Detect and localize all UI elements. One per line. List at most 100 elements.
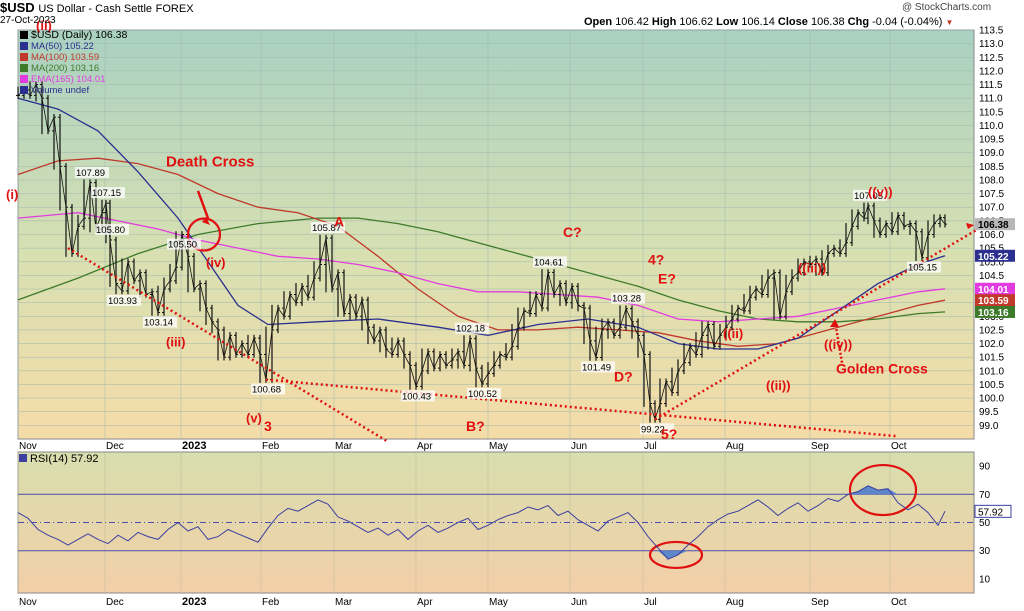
x-tick-label-bottom: Aug <box>726 597 744 608</box>
high-value: 106.62 <box>679 16 714 28</box>
annotations <box>67 190 979 570</box>
price-label: 103.28 <box>612 294 641 305</box>
price-tick-label: 102.0 <box>979 339 1004 350</box>
x-tick-label: Apr <box>417 441 433 452</box>
price-label: 105.15 <box>908 263 937 274</box>
price-label: 99.22 <box>641 424 665 435</box>
x-tick-label-bottom: 2023 <box>182 596 206 608</box>
price-label-bg <box>311 222 345 234</box>
wave-label: (ii) <box>36 18 52 33</box>
price-tick-label: 110.0 <box>979 121 1004 132</box>
high-label: High <box>651 16 677 28</box>
price-tick-label: 102.5 <box>979 325 1004 336</box>
price-label-bg <box>581 361 615 373</box>
price-label-bg <box>167 238 201 250</box>
legend-entry: MA(200) 103.16 <box>31 63 99 74</box>
price-tick-label: 104.5 <box>979 271 1004 282</box>
instrument-name: US Dollar - Cash Settle <box>38 3 153 15</box>
rsi-overbought-fill <box>858 485 868 495</box>
price-label-bg <box>401 390 435 402</box>
price-tick-label: 101.0 <box>979 366 1004 377</box>
uptrend-arrow-icon <box>966 222 974 229</box>
price-tick-label: 111.0 <box>979 94 1003 105</box>
price-label-bg <box>143 316 177 328</box>
price-label: 104.61 <box>534 257 563 268</box>
rsi-tick-label: 90 <box>979 462 991 473</box>
ticker: $USD <box>0 0 35 15</box>
rsi-overbought-circle <box>848 463 918 517</box>
wave-label: A <box>334 213 344 229</box>
price-tick-label: 107.0 <box>979 203 1004 214</box>
wave-label: Golden Cross <box>836 361 928 377</box>
legend-entry: $USD (Daily) 106.38 <box>31 29 127 41</box>
wave-label: ((v)) <box>868 184 893 199</box>
wave-label: 5? <box>661 426 677 442</box>
x-tick-label: Nov <box>19 441 37 452</box>
wave-label: 4? <box>648 251 664 267</box>
price-value-tag <box>975 305 1015 318</box>
price-label: 107.05 <box>854 191 883 202</box>
x-tick-label: Mar <box>335 441 353 452</box>
down-arrow-icon: ▼ <box>945 18 954 27</box>
price-tick-label: 100.5 <box>979 380 1004 391</box>
x-tick-label-bottom: Dec <box>106 597 124 608</box>
price-value-tag-text: 106.38 <box>978 220 1009 231</box>
legend-swatch <box>20 86 28 94</box>
price-tick-label: 113.0 <box>979 39 1004 50</box>
legend-entry: MA(50) 105.22 <box>31 41 94 52</box>
price-label-bg <box>75 166 109 178</box>
x-tick-label-bottom: Nov <box>19 597 37 608</box>
death-cross-arrow <box>196 190 210 219</box>
legend-swatch <box>20 31 28 39</box>
death-cross-circle <box>186 217 222 252</box>
price-label: 100.52 <box>468 389 497 400</box>
price-tick-label: 108.0 <box>979 175 1004 186</box>
price-label-bg <box>91 187 125 199</box>
close-value: 106.38 <box>810 16 845 28</box>
wave-label: ((ii)) <box>766 378 791 393</box>
chg-value: -0.04 (-0.04%) <box>872 16 943 28</box>
wave-label: (iii) <box>166 334 186 349</box>
x-tick-label: Dec <box>106 441 124 452</box>
price-tick-label: 112.0 <box>979 66 1004 77</box>
chart-title: $USD US Dollar - Cash Settle FOREX <box>0 0 194 15</box>
price-tick-label: 99.5 <box>979 407 999 418</box>
wave-label: Death Cross <box>166 153 254 170</box>
legend-swatch <box>20 53 28 61</box>
price-label-bg <box>107 294 141 306</box>
time-axis: Nov Nov Dec Dec 2023 2023 Feb Feb Mar Mar Apr Apr Ma… <box>19 440 907 608</box>
price-label: 107.89 <box>76 168 105 179</box>
rsi-line <box>17 485 946 560</box>
rsi-axis: 90 70 50 30 10 <box>979 462 991 586</box>
rsi-tick-label: 10 <box>979 574 991 585</box>
price-label: 100.68 <box>252 385 281 396</box>
x-tick-label: Jul <box>644 441 657 452</box>
x-tick-label-bottom: Jul <box>644 597 657 608</box>
price-tick-label: 109.5 <box>979 135 1004 146</box>
price-value-tag <box>975 249 1015 262</box>
wave-label: ((iv)) <box>824 337 852 352</box>
wave-label: ((ii) <box>723 326 743 341</box>
arrowhead-icon <box>830 319 839 328</box>
close-label: Close <box>777 16 808 28</box>
chg-label: Chg <box>847 16 870 28</box>
x-tick-label-bottom: Sep <box>811 597 829 608</box>
price-value-tag <box>975 218 1015 231</box>
rsi-square-icon <box>19 454 27 462</box>
price-value-tag <box>975 282 1015 295</box>
x-tick-label: May <box>489 441 508 452</box>
ma50-line <box>17 97 946 350</box>
ohlc-readout: Open 106.42 High 106.62 Low 106.14 Close… <box>584 16 953 28</box>
price-tick-label: 108.5 <box>979 162 1004 173</box>
chart-date: 27-Oct-2023 <box>0 15 56 26</box>
wave-label: B? <box>466 418 485 434</box>
wave-label: D? <box>614 369 633 385</box>
rsi-oversold-circle <box>648 540 704 570</box>
price-tick-label: 99.0 <box>979 421 999 432</box>
rsi-overbought-fill <box>868 485 878 495</box>
x-tick-label: Sep <box>811 441 829 452</box>
wave-label: (iv) <box>206 255 226 270</box>
price-label: 105.50 <box>168 240 197 251</box>
lower-trend-line <box>265 378 899 438</box>
price-label: 100.43 <box>402 391 431 402</box>
